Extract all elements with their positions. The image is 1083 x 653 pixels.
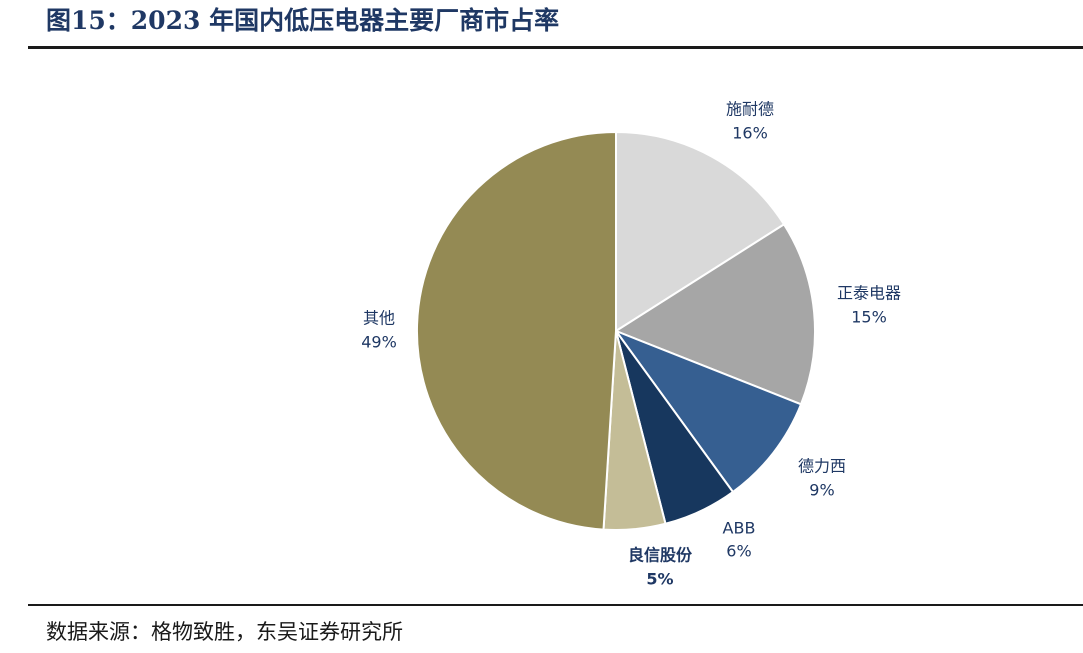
slice-value-label: 5%	[646, 570, 673, 589]
slice-value-label: 15%	[851, 308, 887, 327]
slice-name-label: 良信股份	[628, 546, 693, 565]
pie-labels: 施耐德 16% 正泰电器 15% 德力西 9% ABB 6% 良信股份 5% 其他 49%	[361, 100, 901, 589]
pie-slice	[615, 130, 786, 333]
slice-name-label: 其他	[363, 309, 395, 328]
top-divider	[28, 46, 1083, 49]
slice-value-label: 6%	[726, 542, 751, 561]
slice-value-label: 16%	[732, 124, 768, 143]
slice-value-label: 49%	[361, 333, 397, 352]
slice-name-label: ABB	[723, 519, 756, 538]
slice-name-label: 正泰电器	[837, 284, 901, 303]
chart-title: 图15：2023 年国内低压电器主要厂商市占率	[46, 6, 560, 35]
source-note: 数据来源：格物致胜，东吴证券研究所	[46, 620, 403, 644]
bottom-divider	[28, 604, 1083, 606]
pie-slice	[613, 328, 803, 494]
pie-slices	[415, 130, 816, 531]
slice-name-label: 德力西	[798, 457, 846, 476]
pie-slice	[415, 130, 617, 531]
slice-name-label: 施耐德	[726, 100, 774, 119]
pie-slice	[613, 222, 816, 406]
slice-value-label: 9%	[809, 481, 834, 500]
